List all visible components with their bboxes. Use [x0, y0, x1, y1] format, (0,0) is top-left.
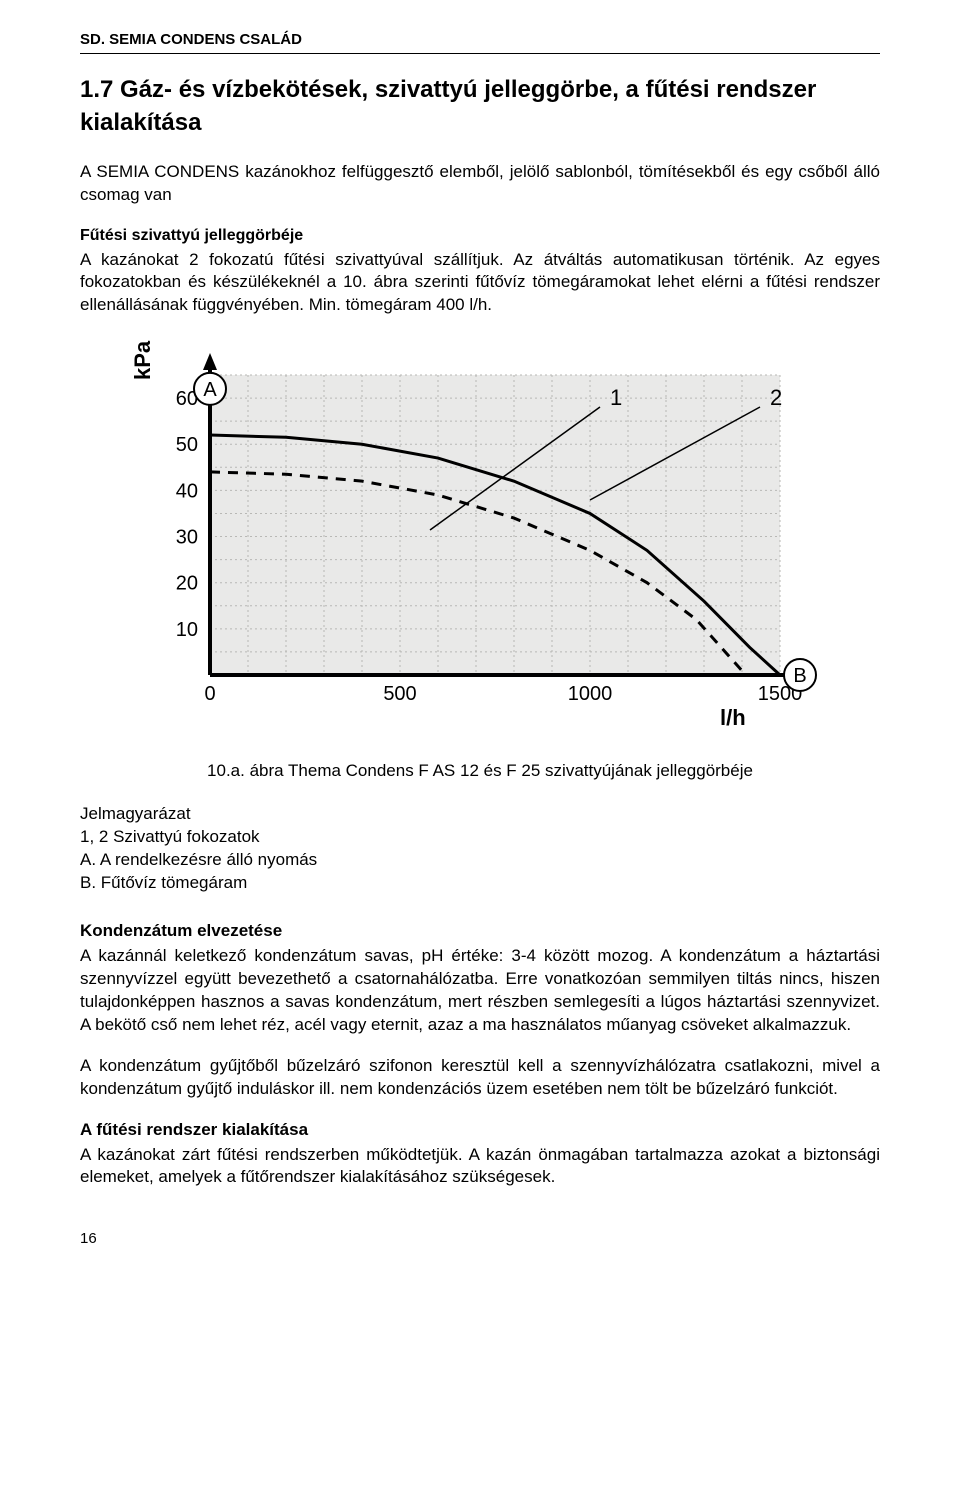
chart-caption: 10.a. ábra Thema Condens F AS 12 és F 25…	[80, 760, 880, 783]
pump-chart: 050010001500l/h102030405060kPaAB12	[80, 335, 880, 735]
condensate-body: A kazánnál keletkező kondenzátum savas, …	[80, 945, 880, 1037]
pump-body: A kazánokat 2 fokozatú fűtési szivattyúv…	[80, 249, 880, 318]
svg-text:l/h: l/h	[720, 705, 746, 730]
legend-item: A. A rendelkezésre álló nyomás	[80, 849, 880, 872]
chart-legend: Jelmagyarázat 1, 2 Szivattyú fokozatok A…	[80, 803, 880, 895]
intro-text: A SEMIA CONDENS kazánokhoz felfüggesztő …	[80, 161, 880, 207]
legend-item: B. Fűtővíz tömegáram	[80, 872, 880, 895]
svg-text:20: 20	[176, 573, 198, 595]
svg-text:30: 30	[176, 527, 198, 549]
svg-text:10: 10	[176, 619, 198, 641]
svg-text:50: 50	[176, 435, 198, 457]
svg-text:1000: 1000	[568, 683, 613, 705]
page-number: 16	[80, 1229, 880, 1249]
page-header: SD. SEMIA CONDENS CSALÁD	[80, 30, 880, 54]
svg-text:1: 1	[610, 385, 622, 410]
section-title: 1.7 Gáz- és vízbekötések, szivattyú jell…	[80, 74, 880, 139]
svg-text:2: 2	[770, 385, 782, 410]
svg-text:B: B	[793, 665, 806, 687]
condensate-body-2: A kondenzátum gyűjtőből bűzelzáró szifon…	[80, 1055, 880, 1101]
pump-heading: Fűtési szivattyú jelleggörbéje	[80, 225, 880, 247]
condensate-heading: Kondenzátum elvezetése	[80, 920, 880, 943]
svg-text:kPa: kPa	[130, 340, 155, 380]
svg-text:40: 40	[176, 481, 198, 503]
legend-item: 1, 2 Szivattyú fokozatok	[80, 826, 880, 849]
svg-text:A: A	[203, 379, 217, 401]
svg-text:0: 0	[204, 683, 215, 705]
system-body: A kazánokat zárt fűtési rendszerben műkö…	[80, 1144, 880, 1190]
legend-title: Jelmagyarázat	[80, 803, 880, 826]
system-heading: A fűtési rendszer kialakítása	[80, 1119, 880, 1142]
svg-text:500: 500	[383, 683, 416, 705]
